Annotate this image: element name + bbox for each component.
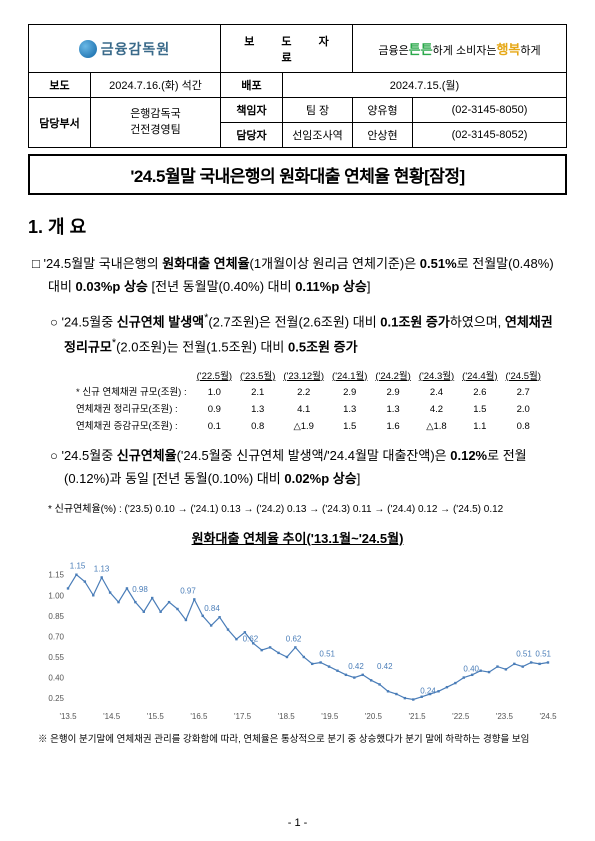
mgr-name: 양유형	[353, 98, 413, 123]
svg-text:0.42: 0.42	[348, 662, 364, 671]
doc-title: 보 도 자 료	[221, 25, 353, 73]
svg-text:'19.5: '19.5	[321, 712, 339, 721]
title-bar: '24.5월말 국내은행의 원화대출 연체율 현황[잠정]	[28, 154, 567, 195]
svg-text:'20.5: '20.5	[364, 712, 382, 721]
mini-table-header: ('22.5월) ('23.5월) ('23.12월) ('24.1월) ('2…	[72, 369, 545, 386]
chart-svg: 0.25 0.40 0.55 0.70 0.85 1.00 1.15 '13.5 '14.5 '1…	[38, 553, 558, 723]
dept-names: 은행감독국 건전경영팀	[91, 98, 221, 148]
svg-text:'24.5: '24.5	[539, 712, 557, 721]
header-table: 금융감독원 보 도 자 료 금융은튼튼하게 소비자는행복하게 보도 2024.7…	[28, 24, 567, 148]
svg-text:0.25: 0.25	[48, 694, 64, 703]
section-heading: 1. 개 요	[28, 213, 567, 239]
mini-table-row: 연체채권 증감규모(조원) : 0.10.8△1.91.51.6△1.81.10…	[72, 419, 545, 436]
para-3: ○ '24.5월중 신규연체율('24.5월중 신규연체 발생액/'24.4월말…	[32, 445, 567, 491]
mgr-title: 팀 장	[283, 98, 353, 123]
label-dist: 배포	[221, 73, 283, 98]
svg-text:'13.5: '13.5	[59, 712, 77, 721]
mgr-tel: (02-3145-8050)	[413, 98, 567, 123]
svg-text:0.40: 0.40	[48, 674, 64, 683]
label-mgr: 책임자	[221, 98, 283, 123]
label-report: 보도	[29, 73, 91, 98]
svg-text:'18.5: '18.5	[277, 712, 295, 721]
label-staff: 담당자	[221, 123, 283, 148]
svg-text:'14.5: '14.5	[103, 712, 121, 721]
label-dept: 담당부서	[29, 98, 91, 148]
globe-icon	[79, 40, 97, 58]
footnote-3: * 신규연체율(%) : ('23.5) 0.10 → ('24.1) 0.13…	[48, 501, 567, 519]
svg-text:0.40: 0.40	[463, 665, 479, 674]
staff-title: 선임조사역	[283, 123, 353, 148]
chart-footnote: ※ 은행이 분기말에 연체채권 관리를 강화함에 따라, 연체율은 통상적으로 …	[38, 731, 567, 745]
svg-text:0.98: 0.98	[132, 585, 148, 594]
logo-cell: 금융감독원	[29, 25, 221, 73]
mini-table-row: 연체채권 정리규모(조원) : 0.91.34.11.31.34.21.52.0	[72, 402, 545, 419]
svg-text:0.85: 0.85	[48, 612, 64, 621]
svg-text:0.84: 0.84	[204, 604, 220, 613]
svg-text:'15.5: '15.5	[146, 712, 164, 721]
logo-text: 금융감독원	[101, 39, 170, 59]
svg-text:'16.5: '16.5	[190, 712, 208, 721]
svg-text:0.42: 0.42	[377, 662, 393, 671]
svg-text:1.00: 1.00	[48, 591, 64, 600]
report-date: 2024.7.16.(화) 석간	[91, 73, 221, 98]
mini-table: ('22.5월) ('23.5월) ('23.12월) ('24.1월) ('2…	[72, 369, 545, 436]
mini-table-row: * 신규 연체채권 규모(조원) : 1.02.12.22.92.92.42.6…	[72, 385, 545, 402]
svg-text:0.97: 0.97	[180, 587, 196, 596]
para-2: ○ '24.5월중 신규연체 발생액*(2.7조원)은 전월(2.6조원) 대비…	[32, 309, 567, 359]
svg-text:1.15: 1.15	[69, 562, 85, 571]
svg-text:0.51: 0.51	[535, 650, 551, 659]
slogan: 금융은튼튼하게 소비자는행복하게	[353, 25, 567, 73]
dist-date: 2024.7.15.(월)	[283, 73, 567, 98]
svg-text:0.24: 0.24	[420, 687, 436, 696]
svg-text:'17.5: '17.5	[233, 712, 251, 721]
svg-text:'22.5: '22.5	[452, 712, 470, 721]
para-1: □ '24.5월말 국내은행의 원화대출 연체율(1개월이상 원리금 연체기준)…	[32, 253, 567, 299]
svg-text:1.13: 1.13	[93, 565, 109, 574]
staff-tel: (02-3145-8052)	[413, 123, 567, 148]
svg-text:'21.5: '21.5	[408, 712, 426, 721]
svg-text:'23.5: '23.5	[495, 712, 513, 721]
delinquency-chart: 0.25 0.40 0.55 0.70 0.85 1.00 1.15 '13.5 '14.5 '1…	[38, 553, 558, 723]
svg-text:0.51: 0.51	[516, 650, 532, 659]
svg-text:0.51: 0.51	[319, 650, 335, 659]
svg-text:0.55: 0.55	[48, 653, 64, 662]
svg-text:0.70: 0.70	[48, 633, 64, 642]
body-block: □ '24.5월말 국내은행의 원화대출 연체율(1개월이상 원리금 연체기준)…	[32, 253, 567, 518]
svg-text:1.15: 1.15	[48, 571, 64, 580]
page-number: - 1 -	[0, 817, 595, 829]
svg-text:0.62: 0.62	[285, 635, 301, 644]
chart-title: 원화대출 연체율 추이('13.1월~'24.5월)	[28, 528, 567, 547]
staff-name: 안상현	[353, 123, 413, 148]
svg-text:0.62: 0.62	[242, 635, 258, 644]
